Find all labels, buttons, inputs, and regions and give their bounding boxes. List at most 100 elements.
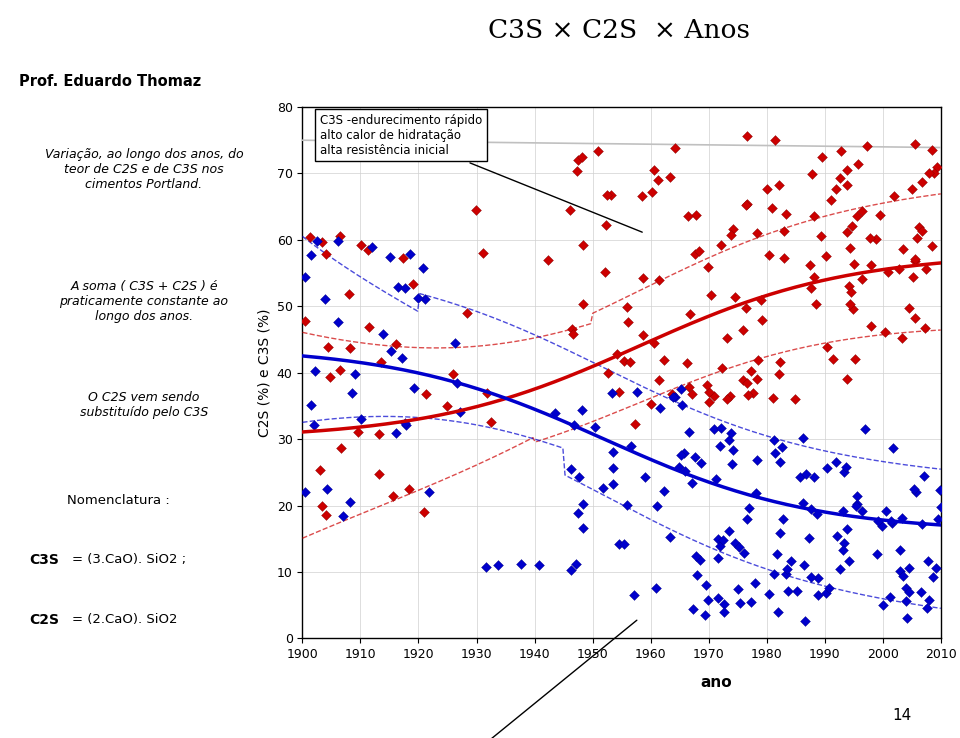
Point bbox=[819, 587, 834, 599]
Point bbox=[802, 531, 817, 543]
Point bbox=[877, 506, 893, 517]
Point bbox=[738, 302, 754, 314]
Point bbox=[750, 227, 765, 239]
Point bbox=[885, 517, 900, 529]
Point bbox=[895, 512, 910, 524]
Point bbox=[820, 341, 835, 353]
Point bbox=[575, 497, 590, 509]
Point bbox=[796, 559, 811, 571]
Point bbox=[854, 505, 870, 517]
Point bbox=[416, 506, 431, 517]
Point bbox=[724, 458, 739, 469]
Point bbox=[823, 193, 838, 205]
Point bbox=[746, 387, 761, 399]
Point bbox=[459, 307, 474, 319]
Point bbox=[795, 497, 810, 509]
Point bbox=[701, 261, 716, 272]
Point bbox=[898, 582, 913, 593]
Point bbox=[804, 168, 820, 180]
Point bbox=[566, 419, 582, 431]
Point bbox=[901, 302, 917, 314]
Point bbox=[846, 303, 861, 315]
Point bbox=[873, 209, 888, 221]
Point bbox=[315, 236, 330, 248]
Point bbox=[755, 314, 770, 325]
Point bbox=[575, 239, 590, 251]
Point bbox=[634, 190, 649, 202]
Point bbox=[298, 486, 313, 498]
Point bbox=[605, 446, 620, 458]
Point bbox=[333, 442, 348, 454]
Point bbox=[732, 597, 748, 609]
Point bbox=[850, 210, 865, 222]
Point bbox=[672, 461, 687, 473]
Point bbox=[365, 241, 380, 252]
Point bbox=[630, 386, 645, 398]
Point bbox=[564, 564, 579, 576]
Point bbox=[924, 241, 940, 252]
Point bbox=[622, 356, 637, 368]
Point bbox=[825, 353, 840, 365]
Point bbox=[854, 273, 870, 285]
Point bbox=[688, 209, 704, 221]
Point bbox=[808, 297, 824, 309]
Point bbox=[310, 235, 325, 247]
Point bbox=[588, 421, 603, 432]
Point bbox=[810, 572, 826, 584]
Point bbox=[806, 271, 822, 283]
Point bbox=[735, 374, 751, 386]
Point bbox=[343, 342, 358, 354]
Point bbox=[749, 454, 764, 466]
Point bbox=[914, 176, 929, 187]
Point bbox=[925, 571, 941, 583]
Point bbox=[926, 167, 942, 179]
Point bbox=[907, 312, 923, 324]
Point bbox=[513, 559, 528, 570]
Point bbox=[421, 486, 437, 498]
Point bbox=[375, 328, 391, 340]
Point bbox=[676, 446, 691, 458]
Point bbox=[803, 259, 818, 271]
Point bbox=[682, 426, 697, 438]
Point bbox=[835, 506, 851, 517]
Point bbox=[772, 527, 787, 539]
Point bbox=[732, 541, 747, 553]
Point bbox=[723, 427, 738, 438]
Point bbox=[605, 387, 620, 399]
Point bbox=[739, 377, 755, 389]
Point bbox=[789, 585, 804, 597]
Point bbox=[769, 548, 784, 560]
Point bbox=[335, 510, 350, 522]
Point bbox=[707, 390, 722, 401]
Text: C3S × C2S  × Anos: C3S × C2S × Anos bbox=[489, 18, 750, 44]
Point bbox=[468, 204, 484, 215]
Point bbox=[699, 579, 714, 591]
Point bbox=[331, 317, 347, 328]
Point bbox=[685, 603, 701, 615]
Point bbox=[869, 233, 884, 245]
Point bbox=[407, 382, 422, 393]
Point bbox=[402, 248, 418, 260]
Text: C3S -endurecimento rápido
alto calor de hidratação
alta resistência inicial: C3S -endurecimento rápido alto calor de … bbox=[320, 114, 642, 232]
Point bbox=[864, 320, 879, 332]
Point bbox=[636, 329, 651, 341]
Point bbox=[702, 386, 717, 398]
Point bbox=[298, 315, 313, 327]
Point bbox=[569, 165, 585, 177]
Point bbox=[447, 337, 463, 348]
Point bbox=[415, 262, 430, 274]
Point bbox=[688, 550, 704, 562]
Point bbox=[699, 379, 714, 390]
Point bbox=[844, 220, 859, 232]
Point bbox=[883, 515, 899, 527]
Point bbox=[445, 368, 461, 380]
Point bbox=[693, 457, 708, 469]
Point bbox=[657, 354, 672, 366]
Point bbox=[565, 328, 581, 339]
Point bbox=[896, 570, 911, 582]
Point bbox=[818, 250, 833, 262]
Point bbox=[297, 272, 312, 283]
Point bbox=[687, 249, 703, 261]
Point bbox=[712, 540, 728, 552]
Point bbox=[776, 225, 791, 237]
